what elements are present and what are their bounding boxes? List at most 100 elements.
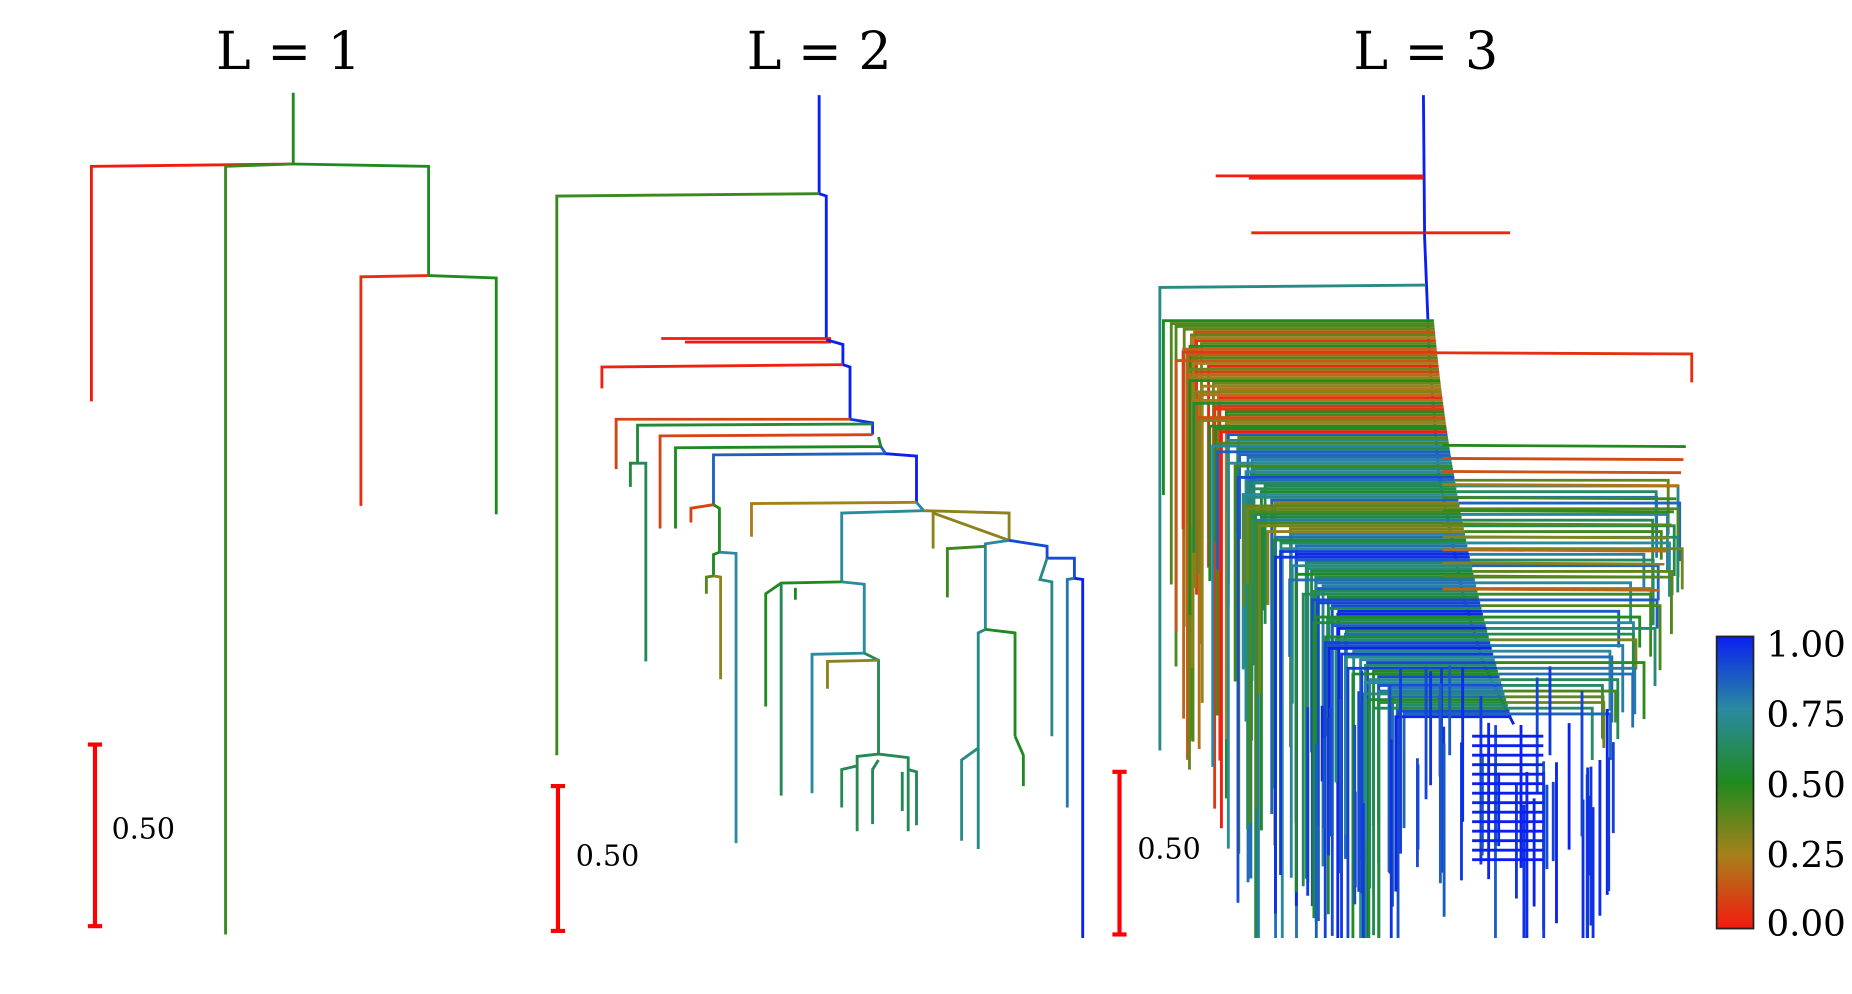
branch [1289, 532, 1465, 878]
branch [1197, 393, 1443, 750]
branch [1294, 572, 1474, 893]
branch [1364, 664, 1497, 939]
branch [842, 363, 852, 419]
branch [1242, 504, 1460, 606]
branch [1158, 283, 1426, 751]
branch [600, 363, 843, 389]
branch [1252, 467, 1453, 666]
branch [1478, 592, 1653, 657]
branch [1467, 547, 1684, 590]
branch [1279, 550, 1469, 876]
branch [1162, 319, 1434, 495]
branch [1480, 604, 1662, 671]
colorbar-tick: 0.00 [1767, 904, 1846, 945]
branch [614, 417, 851, 470]
branch [1270, 498, 1459, 814]
branch [428, 274, 498, 515]
scale-bar-l2 [550, 784, 566, 933]
branch [840, 764, 858, 808]
branch [1500, 678, 1620, 740]
branch [1312, 621, 1486, 919]
branch [637, 461, 648, 662]
colorbar-tick: 1.00 [1767, 625, 1846, 666]
branch [1288, 578, 1475, 657]
branch [985, 627, 1017, 737]
branch [293, 162, 430, 276]
branch [1489, 638, 1638, 670]
branch [1344, 655, 1495, 835]
branch [1246, 481, 1456, 830]
branch [1013, 735, 1025, 787]
branch [1238, 453, 1451, 540]
branch [1190, 376, 1440, 668]
branch [1241, 493, 1458, 670]
scale-label-l3: 0.50 [1137, 832, 1200, 865]
branch [713, 574, 723, 680]
panel-title-l1: L = 1 [216, 22, 361, 82]
branch [1224, 421, 1446, 740]
branch [1200, 384, 1441, 703]
branch [1192, 401, 1444, 553]
scale-bar-l3 [1112, 769, 1127, 937]
colorbar-tick: 0.25 [1767, 835, 1846, 876]
branch [1442, 548, 1667, 553]
branch [1466, 541, 1671, 597]
branch [1213, 407, 1444, 809]
branch [1244, 495, 1458, 722]
branch [840, 501, 927, 582]
scale-bar-l1 [87, 742, 103, 929]
branch [1065, 576, 1075, 808]
branch [1334, 638, 1490, 783]
branch [1494, 655, 1614, 723]
branch [1261, 515, 1462, 611]
branch [1442, 587, 1660, 592]
branch [1197, 419, 1446, 575]
branch [1330, 624, 1486, 836]
branch [1220, 430, 1448, 829]
branch [1263, 484, 1456, 624]
branch [1236, 475, 1455, 903]
branch [855, 752, 879, 832]
branch [1301, 592, 1479, 887]
branch [658, 433, 873, 529]
branch [1174, 359, 1438, 632]
branch [871, 759, 880, 825]
branch [1442, 522, 1672, 527]
branch [1346, 666, 1498, 939]
branch [1470, 558, 1655, 626]
colorbar-tick: 0.50 [1767, 765, 1846, 806]
branch [1038, 557, 1054, 737]
branch [1214, 427, 1447, 543]
branch [712, 445, 889, 505]
branch [878, 752, 910, 832]
branch [960, 628, 986, 841]
branch [1211, 444, 1450, 767]
branch [1216, 441, 1449, 716]
dendrogram-l2 [555, 95, 1085, 939]
scale-label-l1: 0.50 [112, 812, 175, 845]
branch [1363, 681, 1502, 841]
branch [1396, 709, 1510, 939]
branch [826, 658, 879, 689]
branch [1463, 524, 1676, 576]
branch [1402, 712, 1511, 829]
dendrogram-l1 [89, 92, 498, 935]
branch [1254, 521, 1463, 809]
branch [1395, 703, 1508, 885]
branch [750, 500, 917, 537]
branch [1260, 490, 1457, 831]
branch [1188, 379, 1441, 615]
branch [1188, 367, 1439, 770]
branch [89, 162, 294, 402]
branch [555, 192, 820, 756]
branch [1490, 644, 1625, 713]
branch [1442, 496, 1677, 501]
branch [1336, 626, 1487, 939]
branch [1475, 581, 1633, 623]
branch [1495, 661, 1646, 720]
branch [1266, 530, 1465, 605]
branch [704, 574, 714, 594]
branch [1280, 547, 1468, 939]
branch [1182, 347, 1437, 719]
